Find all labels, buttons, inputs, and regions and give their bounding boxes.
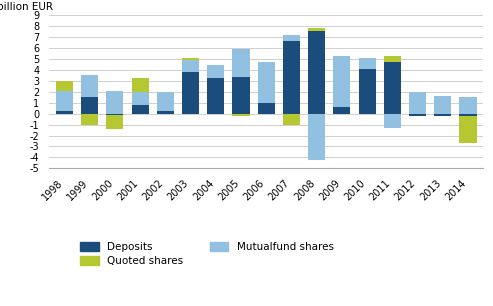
Bar: [56, 91, 73, 111]
Bar: [56, 111, 73, 114]
Bar: [384, 56, 401, 62]
Bar: [459, 116, 477, 143]
Bar: [258, 103, 275, 114]
Bar: [207, 78, 224, 114]
Bar: [434, 114, 452, 116]
Bar: [106, 114, 123, 115]
Bar: [157, 92, 174, 111]
Bar: [308, 114, 325, 160]
Bar: [283, 41, 300, 114]
Bar: [132, 105, 149, 114]
Bar: [232, 49, 249, 76]
Bar: [459, 97, 477, 114]
Bar: [333, 56, 351, 106]
Bar: [409, 114, 426, 116]
Bar: [409, 92, 426, 114]
Bar: [384, 114, 401, 128]
Bar: [308, 31, 325, 114]
Bar: [333, 106, 351, 114]
Bar: [81, 97, 98, 114]
Bar: [106, 115, 123, 129]
Bar: [308, 28, 325, 31]
Bar: [358, 69, 376, 114]
Bar: [207, 65, 224, 78]
Bar: [434, 95, 452, 114]
Bar: [56, 81, 73, 91]
Bar: [232, 76, 249, 114]
Text: billion EUR: billion EUR: [0, 2, 53, 12]
Legend: Deposits, Quoted shares, Mutualfund shares: Deposits, Quoted shares, Mutualfund shar…: [76, 238, 338, 270]
Bar: [459, 114, 477, 116]
Bar: [132, 92, 149, 105]
Bar: [182, 60, 199, 72]
Bar: [283, 114, 300, 125]
Bar: [182, 58, 199, 60]
Bar: [384, 62, 401, 114]
Bar: [157, 111, 174, 114]
Bar: [358, 58, 376, 69]
Bar: [283, 35, 300, 41]
Bar: [81, 114, 98, 125]
Bar: [182, 72, 199, 114]
Bar: [258, 62, 275, 103]
Bar: [232, 114, 249, 116]
Bar: [106, 91, 123, 114]
Bar: [81, 75, 98, 97]
Bar: [132, 78, 149, 92]
